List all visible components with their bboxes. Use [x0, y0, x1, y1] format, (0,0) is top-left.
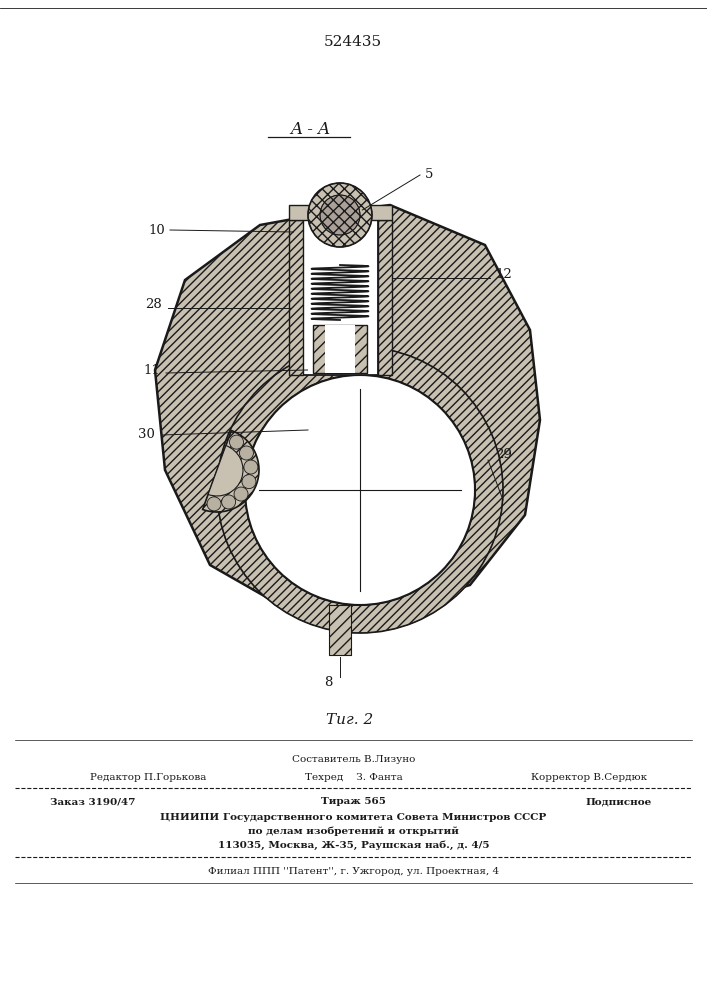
Bar [303, 220, 378, 375]
Circle shape [308, 183, 372, 247]
Text: 30: 30 [138, 428, 155, 442]
Text: Тираж 565: Тираж 565 [321, 798, 386, 806]
Text: Корректор В.Сердюк: Корректор В.Сердюк [531, 774, 647, 782]
Circle shape [230, 435, 243, 449]
Circle shape [234, 487, 248, 501]
Text: 29: 29 [495, 448, 512, 462]
Text: 28: 28 [145, 298, 162, 312]
Circle shape [240, 446, 253, 460]
Polygon shape [155, 205, 540, 615]
Bar [313, 325, 367, 373]
Wedge shape [208, 446, 243, 496]
Text: Заказ 3190/47: Заказ 3190/47 [50, 798, 135, 806]
Circle shape [207, 497, 221, 511]
Wedge shape [203, 431, 259, 512]
Text: Подписное: Подписное [586, 798, 652, 806]
Text: Филиал ППП ''Патент'', г. Ужгород, ул. Проектная, 4: Филиал ППП ''Патент'', г. Ужгород, ул. П… [208, 867, 499, 876]
Circle shape [244, 460, 258, 474]
Text: ЦНИИПИ Государственного комитета Совета Министров СССР: ЦНИИПИ Государственного комитета Совета … [160, 812, 547, 822]
Text: 113035, Москва, Ж-35, Раушская наб., д. 4/5: 113035, Москва, Ж-35, Раушская наб., д. … [218, 840, 489, 850]
Bar [313, 325, 367, 373]
Bar [329, 605, 351, 655]
Text: 12: 12 [495, 268, 512, 282]
Text: 524435: 524435 [324, 35, 382, 49]
Wedge shape [217, 347, 503, 633]
Circle shape [245, 375, 475, 605]
Bar [378, 220, 392, 375]
Circle shape [242, 475, 256, 489]
Text: Τиг. 2: Τиг. 2 [327, 713, 373, 727]
Text: Составитель В.Лизуно: Составитель В.Лизуно [292, 756, 415, 764]
Text: по делам изобретений и открытий: по делам изобретений и открытий [248, 826, 459, 836]
Text: 5: 5 [425, 168, 433, 182]
Text: Редактор П.Горькова: Редактор П.Горькова [90, 774, 206, 782]
Text: 10: 10 [148, 224, 165, 236]
Text: 8: 8 [324, 676, 332, 690]
Bar [288, 220, 303, 375]
Bar [378, 220, 392, 375]
Bar [288, 205, 392, 220]
Bar [288, 220, 303, 375]
Circle shape [320, 195, 360, 235]
Text: 11: 11 [144, 363, 160, 376]
Text: A - A: A - A [290, 121, 330, 138]
Text: Техред    З. Фанта: Техред З. Фанта [305, 774, 402, 782]
Circle shape [221, 495, 235, 509]
Bar [329, 605, 351, 655]
Bar [325, 325, 355, 373]
